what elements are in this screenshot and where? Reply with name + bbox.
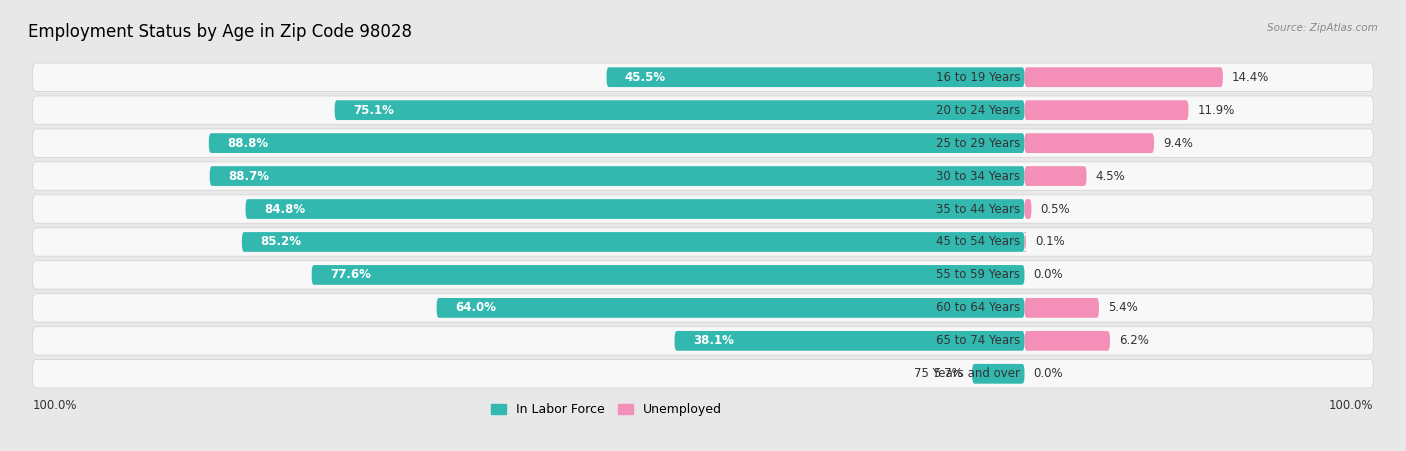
Text: Source: ZipAtlas.com: Source: ZipAtlas.com <box>1267 23 1378 32</box>
Text: 45 to 54 Years: 45 to 54 Years <box>936 235 1019 249</box>
FancyBboxPatch shape <box>242 232 1025 252</box>
Text: 0.5%: 0.5% <box>1040 202 1070 216</box>
Text: 9.4%: 9.4% <box>1163 137 1194 150</box>
Legend: In Labor Force, Unemployed: In Labor Force, Unemployed <box>486 399 727 422</box>
Text: 14.4%: 14.4% <box>1232 71 1270 84</box>
Text: 35 to 44 Years: 35 to 44 Years <box>936 202 1019 216</box>
Text: 45.5%: 45.5% <box>624 71 666 84</box>
FancyBboxPatch shape <box>32 129 1374 157</box>
Text: 75 Years and over: 75 Years and over <box>914 367 1019 380</box>
Text: 100.0%: 100.0% <box>32 399 77 411</box>
Text: 100.0%: 100.0% <box>1329 399 1374 411</box>
Text: 60 to 64 Years: 60 to 64 Years <box>935 301 1019 314</box>
Text: 84.8%: 84.8% <box>264 202 305 216</box>
Text: 4.5%: 4.5% <box>1095 170 1125 183</box>
Text: 20 to 24 Years: 20 to 24 Years <box>935 104 1019 117</box>
FancyBboxPatch shape <box>675 331 1025 351</box>
FancyBboxPatch shape <box>32 359 1374 388</box>
Text: 85.2%: 85.2% <box>260 235 301 249</box>
FancyBboxPatch shape <box>209 166 1025 186</box>
Text: 5.7%: 5.7% <box>934 367 963 380</box>
Text: 25 to 29 Years: 25 to 29 Years <box>935 137 1019 150</box>
FancyBboxPatch shape <box>209 133 1025 153</box>
Text: 88.8%: 88.8% <box>228 137 269 150</box>
FancyBboxPatch shape <box>437 298 1025 318</box>
Text: 38.1%: 38.1% <box>693 334 734 347</box>
FancyBboxPatch shape <box>1025 166 1087 186</box>
FancyBboxPatch shape <box>312 265 1025 285</box>
Text: 65 to 74 Years: 65 to 74 Years <box>935 334 1019 347</box>
FancyBboxPatch shape <box>1025 100 1188 120</box>
FancyBboxPatch shape <box>32 327 1374 355</box>
Text: 16 to 19 Years: 16 to 19 Years <box>935 71 1019 84</box>
FancyBboxPatch shape <box>32 162 1374 190</box>
FancyBboxPatch shape <box>246 199 1025 219</box>
FancyBboxPatch shape <box>32 294 1374 322</box>
FancyBboxPatch shape <box>32 96 1374 124</box>
Text: 0.1%: 0.1% <box>1035 235 1064 249</box>
Text: Employment Status by Age in Zip Code 98028: Employment Status by Age in Zip Code 980… <box>28 23 412 41</box>
FancyBboxPatch shape <box>32 228 1374 256</box>
Text: 75.1%: 75.1% <box>353 104 394 117</box>
Text: 0.0%: 0.0% <box>1033 268 1063 281</box>
Text: 55 to 59 Years: 55 to 59 Years <box>936 268 1019 281</box>
Text: 5.4%: 5.4% <box>1108 301 1137 314</box>
FancyBboxPatch shape <box>32 195 1374 223</box>
FancyBboxPatch shape <box>606 67 1025 87</box>
Text: 64.0%: 64.0% <box>456 301 496 314</box>
FancyBboxPatch shape <box>1025 67 1223 87</box>
FancyBboxPatch shape <box>1025 331 1109 351</box>
FancyBboxPatch shape <box>335 100 1025 120</box>
FancyBboxPatch shape <box>32 63 1374 92</box>
Text: 11.9%: 11.9% <box>1198 104 1234 117</box>
FancyBboxPatch shape <box>1025 133 1154 153</box>
Text: 30 to 34 Years: 30 to 34 Years <box>936 170 1019 183</box>
Text: 0.0%: 0.0% <box>1033 367 1063 380</box>
FancyBboxPatch shape <box>32 261 1374 289</box>
FancyBboxPatch shape <box>972 364 1025 384</box>
Text: 77.6%: 77.6% <box>330 268 371 281</box>
FancyBboxPatch shape <box>1025 298 1099 318</box>
Text: 6.2%: 6.2% <box>1119 334 1149 347</box>
FancyBboxPatch shape <box>1025 199 1032 219</box>
FancyBboxPatch shape <box>1024 232 1026 252</box>
Text: 88.7%: 88.7% <box>228 170 269 183</box>
